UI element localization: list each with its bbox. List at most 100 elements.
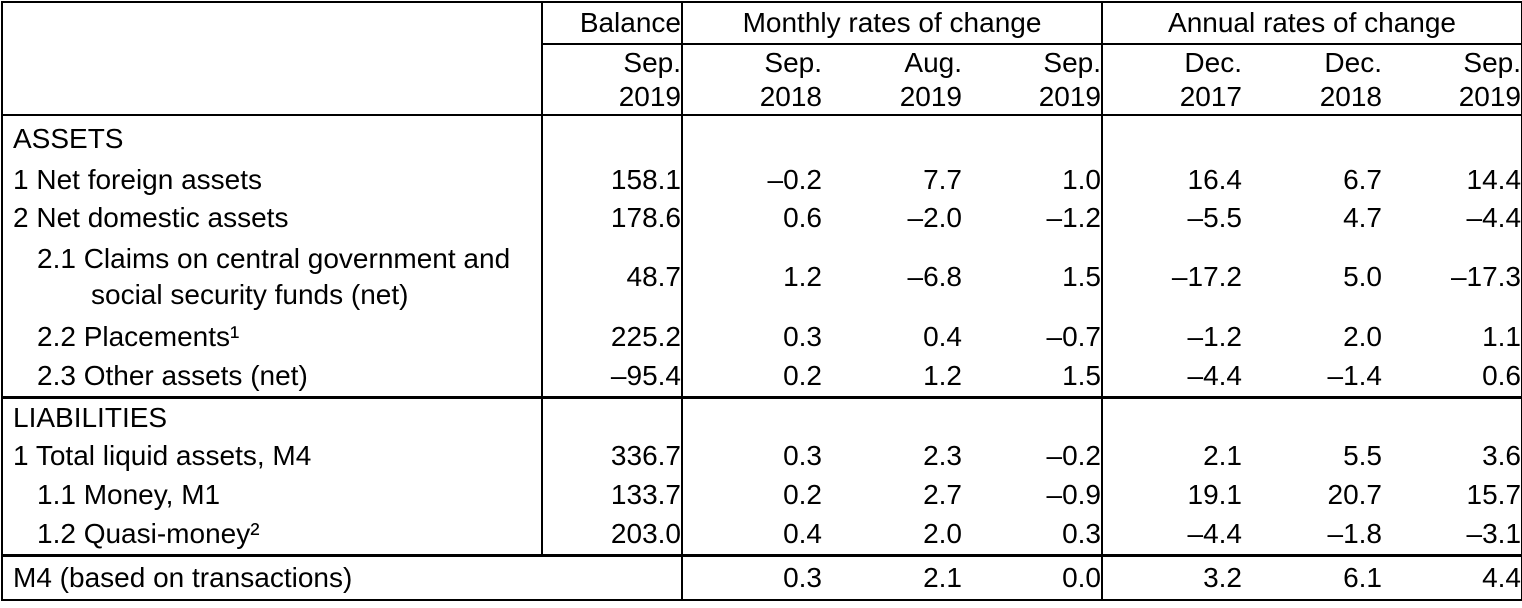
annual-value: 6.7 xyxy=(1343,164,1382,195)
period-month: Dec. xyxy=(1184,46,1242,78)
monthly-value: –0.9 xyxy=(1046,479,1102,510)
period-year: 2019 xyxy=(618,80,681,112)
table-row: 2.2 Placements¹ 225.2 0.3 0.4 –0.7 –1.2 … xyxy=(2,317,1522,357)
annual-value: 2.1 xyxy=(1101,437,1242,475)
table-row: 1.2 Quasi-money² 203.0 0.4 2.0 0.3 –4.4 … xyxy=(2,515,1522,555)
empty-balance-cell xyxy=(541,395,682,437)
empty-cell xyxy=(962,115,1102,161)
section-row-liabilities: LIABILITIES xyxy=(2,395,1522,437)
empty-cell xyxy=(822,115,962,161)
row-label: 2 Net domestic assets xyxy=(2,199,542,237)
empty-cell xyxy=(681,115,822,161)
period-month: Sep. xyxy=(764,46,822,78)
monthly-value: 1.0 xyxy=(1062,164,1101,195)
row-label: 2.3 Other assets (net) xyxy=(2,357,542,397)
empty-cell xyxy=(1101,115,1242,161)
monthly-value: 0.2 xyxy=(681,475,822,515)
row-label-text-line1: 2.1 Claims on central government and xyxy=(37,243,511,274)
annual-value: 4.7 xyxy=(1343,202,1382,233)
monthly-group-header: Monthly rates of change xyxy=(681,2,1102,45)
annual-value: 3.2 xyxy=(1101,553,1242,600)
empty-cell xyxy=(1382,115,1522,161)
monthly-value: 0.2 xyxy=(681,357,822,397)
monthly-value: 2.3 xyxy=(923,440,962,471)
period-month: Sep. xyxy=(1463,46,1522,78)
monthly-value: 7.7 xyxy=(923,164,962,195)
monthly-period-2: Sep. 2019 xyxy=(962,44,1102,116)
empty-cell xyxy=(1242,395,1382,437)
row-label-text: 2 Net domestic assets xyxy=(13,202,289,233)
annual-value: –4.4 xyxy=(1101,515,1242,555)
section-label: LIABILITIES xyxy=(2,395,542,437)
annual-value: –17.2 xyxy=(1101,237,1242,317)
row-label-text: 1.1 Money, M1 xyxy=(37,479,221,510)
annual-period-2: Sep. 2019 xyxy=(1382,44,1522,116)
table-row: 1.1 Money, M1 133.7 0.2 2.7 –0.9 19.1 20… xyxy=(2,475,1522,515)
balance-value: 178.6 xyxy=(541,199,682,237)
balance-value: 158.1 xyxy=(541,161,682,199)
empty-balance-cell xyxy=(541,115,682,161)
period-year: 2019 xyxy=(1458,80,1522,112)
row-label-text: 2.3 Other assets (net) xyxy=(37,360,308,392)
annual-value: 1.1 xyxy=(1482,321,1522,352)
monthly-value: 0.3 xyxy=(681,437,822,475)
row-label-text-line2: social security funds (net) xyxy=(91,279,409,310)
period-year: 2019 xyxy=(1038,80,1101,112)
row-label: 1 Total liquid assets, M4 xyxy=(2,437,542,475)
row-label: 2.2 Placements¹ xyxy=(2,317,542,357)
monthly-value: 2.1 xyxy=(822,553,962,600)
monthly-value: 1.5 xyxy=(1062,360,1101,392)
annual-value: –1.8 xyxy=(1327,518,1383,550)
annual-value: –4.4 xyxy=(1466,202,1522,233)
annual-value: 14.4 xyxy=(1466,164,1522,195)
period-year: 2018 xyxy=(759,80,822,112)
monthly-value: 0.3 xyxy=(1062,518,1101,550)
annual-value: 20.7 xyxy=(1327,479,1383,510)
section-row-assets: ASSETS xyxy=(2,115,1522,161)
empty-cell xyxy=(1382,395,1522,437)
header-period-row: Sep. 2019 Sep. 2018 Aug. 2019 Sep. 2019 … xyxy=(2,44,1522,116)
monthly-value: –1.2 xyxy=(1046,202,1102,233)
period-year: 2017 xyxy=(1179,80,1242,112)
annual-value: 15.7 xyxy=(1466,479,1522,510)
monthly-value: 0.6 xyxy=(681,199,822,237)
annual-group-header: Annual rates of change xyxy=(1100,2,1522,45)
balance-value: 203.0 xyxy=(541,515,682,555)
table-row: 1 Net foreign assets 158.1 –0.2 7.7 1.0 … xyxy=(2,161,1522,199)
section-title: ASSETS xyxy=(13,122,124,154)
period-month: Dec. xyxy=(1324,46,1382,78)
monthly-value: 0.4 xyxy=(923,321,962,352)
table-row: 2 Net domestic assets 178.6 0.6 –2.0 –1.… xyxy=(2,199,1522,237)
row-label-text: 1 Net foreign assets xyxy=(13,164,263,195)
empty-cell xyxy=(822,395,962,437)
empty-cell xyxy=(1101,395,1242,437)
period-month: Sep. xyxy=(623,46,681,78)
period-month: Sep. xyxy=(1043,46,1101,78)
row-label: 2.1 Claims on central government and soc… xyxy=(2,237,542,317)
row-label-text: M4 (based on transactions) xyxy=(13,561,353,593)
monthly-value: –0.2 xyxy=(1046,440,1102,471)
annual-value: 16.4 xyxy=(1101,161,1242,199)
monthly-value: 1.2 xyxy=(681,237,822,317)
annual-value: –1.4 xyxy=(1327,360,1383,392)
section-title: LIABILITIES xyxy=(13,401,168,433)
period-year: 2019 xyxy=(899,80,962,112)
monthly-period-1: Aug. 2019 xyxy=(822,44,962,116)
monthly-value: 2.7 xyxy=(923,479,962,510)
annual-value: 2.0 xyxy=(1343,321,1382,352)
monthly-value: –0.2 xyxy=(681,161,822,199)
row-label-text: 1.2 Quasi-money² xyxy=(37,518,260,550)
balance-period: Sep. 2019 xyxy=(541,44,682,116)
table-row: 2.1 Claims on central government and soc… xyxy=(2,237,1522,317)
monthly-value: 0.3 xyxy=(681,553,822,600)
monthly-value: 2.0 xyxy=(923,518,962,550)
empty-cell xyxy=(681,395,822,437)
annual-value: –3.1 xyxy=(1466,518,1522,550)
balance-header: Balance xyxy=(541,2,682,45)
table-row-m4-transactions: M4 (based on transactions) 0.3 2.1 0.0 3… xyxy=(2,553,1522,600)
empty-cell xyxy=(1242,115,1382,161)
monthly-value: –6.8 xyxy=(907,261,963,292)
annual-value: 5.0 xyxy=(1343,261,1382,292)
monthly-period-0: Sep. 2018 xyxy=(681,44,822,116)
